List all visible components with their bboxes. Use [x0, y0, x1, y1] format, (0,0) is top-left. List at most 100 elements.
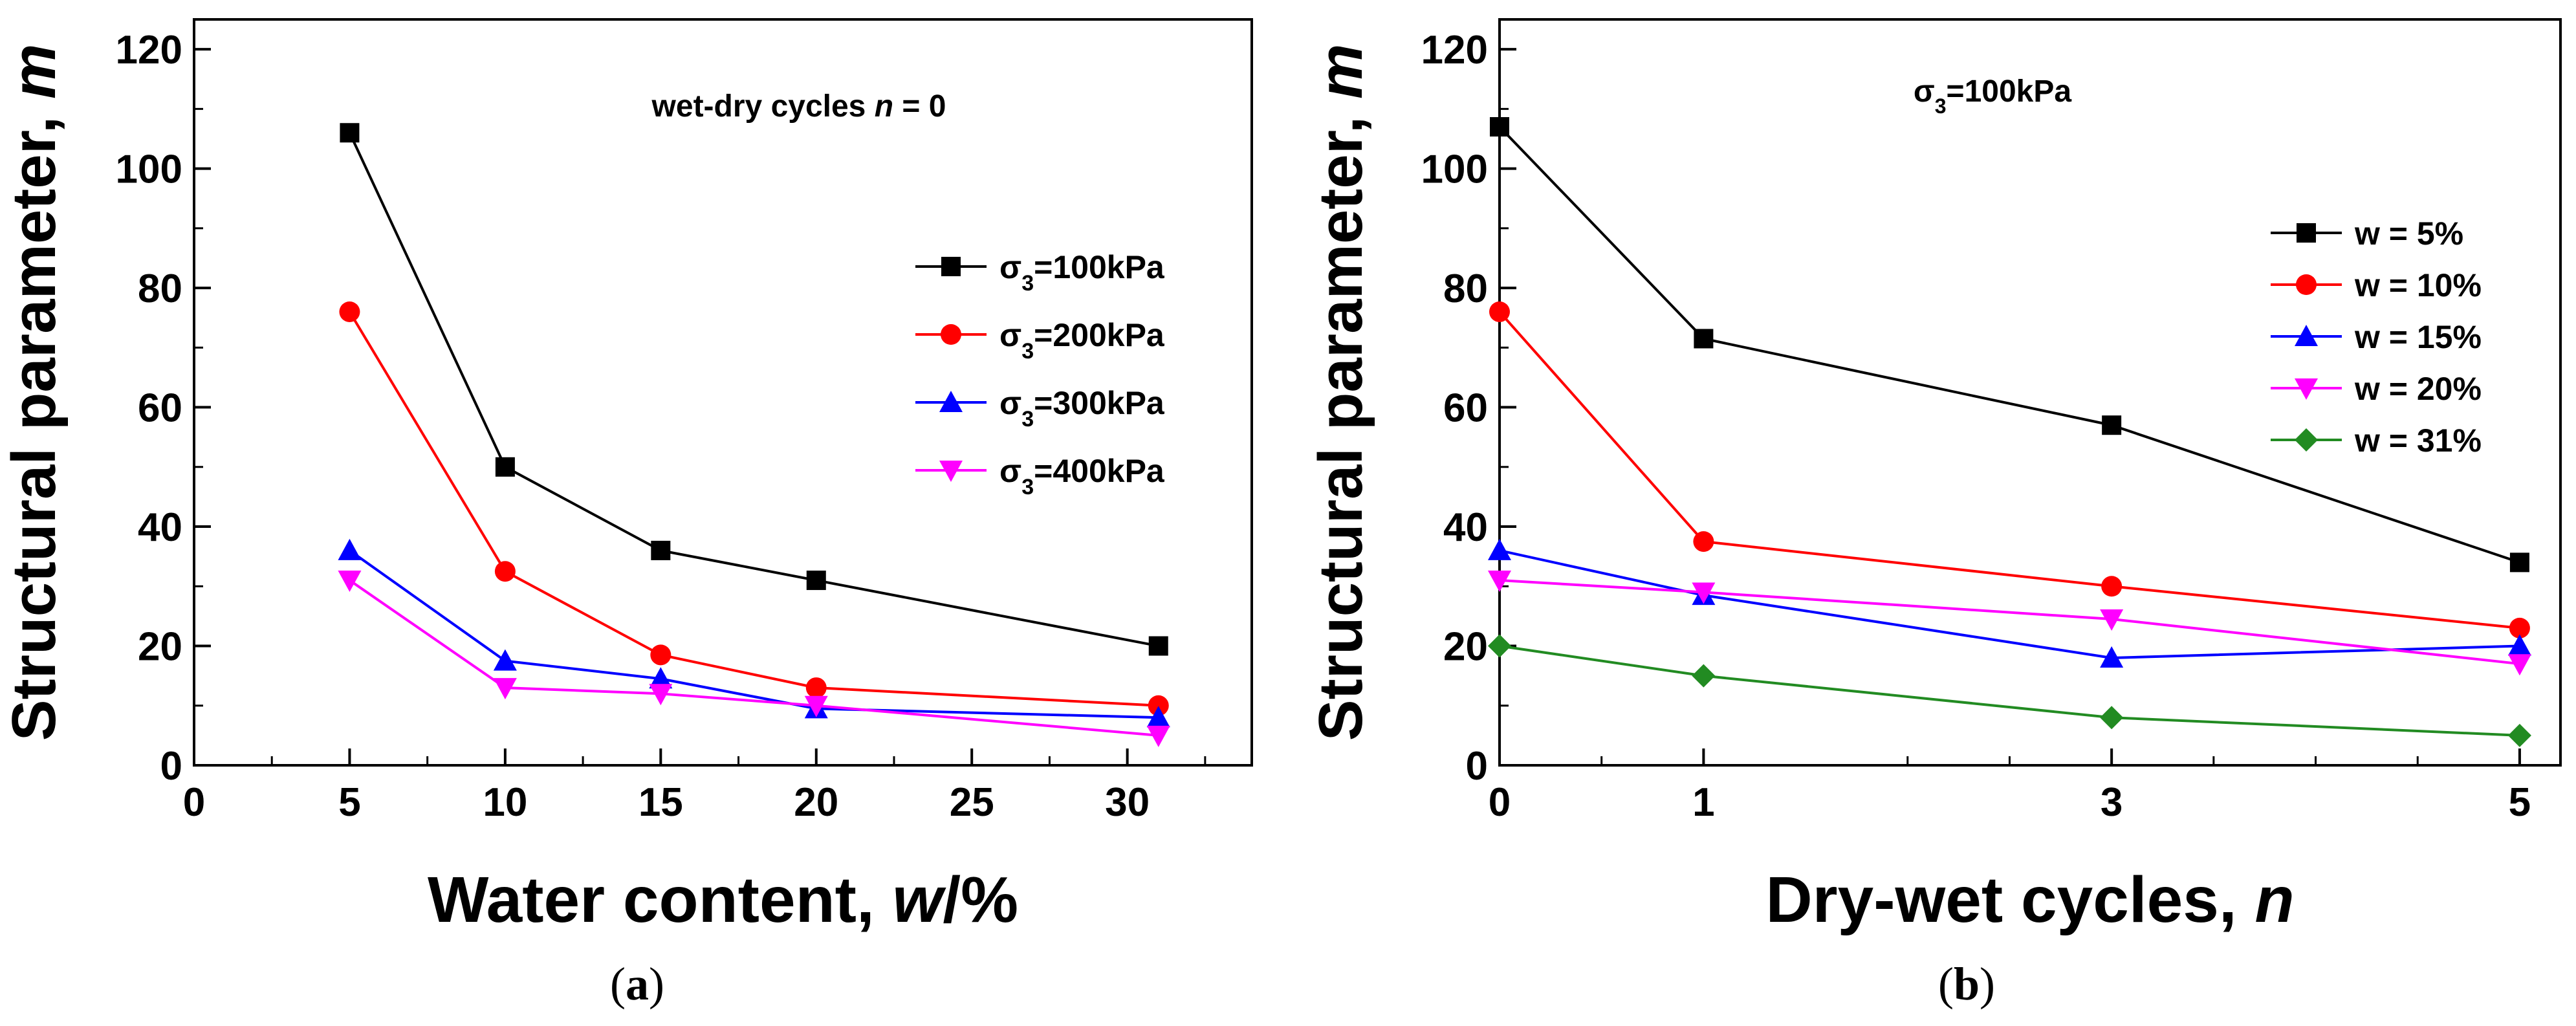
data-point-4	[2507, 654, 2531, 676]
data-point-2	[1693, 531, 1714, 552]
legend-subscript: 3	[1021, 339, 1034, 364]
x-tick-label: 30	[1105, 780, 1150, 825]
data-point-3	[2507, 634, 2531, 656]
legend-label: w = 20%	[2354, 371, 2482, 407]
data-point-4	[1488, 571, 1511, 593]
x-tick-label: 3	[2101, 780, 2123, 825]
panel-caption: (b)	[1938, 958, 1995, 1010]
series-line-2	[348, 311, 1159, 707]
legend-sigma: σ	[999, 453, 1021, 489]
y-axis-label: Structural parameter, m	[0, 44, 69, 741]
data-point-1	[495, 457, 515, 477]
data-point-1	[806, 571, 826, 591]
annotation-subscript: 3	[1935, 94, 1947, 118]
data-point-4	[338, 571, 362, 593]
data-point-1	[2102, 415, 2122, 435]
legend-label: w = 31%	[2354, 422, 2482, 459]
data-point-1	[1148, 636, 1168, 656]
data-point-2	[2101, 576, 2123, 597]
x-axis-label: Dry-wet cycles, n	[1765, 864, 2294, 936]
data-point-5	[2507, 723, 2531, 747]
data-point-2	[1148, 695, 1169, 716]
legend-value: =300kPa	[1034, 385, 1165, 421]
data-point-1	[2509, 552, 2529, 573]
y-axis-label-variable: m	[1306, 44, 1375, 99]
y-axis-label-text: Structural parameter,	[0, 99, 69, 741]
data-point-2	[339, 301, 360, 322]
legend-marker	[939, 461, 963, 482]
y-tick-label: 20	[1443, 625, 1488, 670]
legend-label: w = 10%	[2354, 267, 2482, 303]
series-line-4	[349, 579, 1159, 737]
legend-sigma: σ	[999, 317, 1021, 353]
y-axis-label-text: Structural parameter,	[1306, 99, 1375, 741]
annotation-suffix: = 0	[893, 89, 946, 124]
legend-label: σ3=200kPa	[999, 317, 1165, 364]
annotation-text: wet-dry cycles n = 0	[651, 89, 946, 124]
legend-marker	[2295, 428, 2318, 452]
data-point-4	[2100, 609, 2124, 631]
data-point-2	[805, 677, 827, 699]
data-point-3	[1488, 538, 1511, 560]
data-point-5	[1488, 634, 1511, 658]
series-line-4	[1499, 579, 2520, 666]
data-point-3	[338, 538, 362, 560]
data-point-2	[1489, 301, 1510, 322]
data-point-5	[1692, 664, 1716, 688]
series-line-3	[1499, 549, 2520, 659]
plot-frame	[1498, 18, 2562, 767]
legend-marker	[2295, 325, 2318, 346]
legend-marker	[941, 324, 961, 345]
x-axis-label-text: Dry-wet cycles,	[1765, 864, 2254, 936]
legend-sigma: σ	[999, 385, 1021, 421]
caption-letter: b	[1954, 958, 1980, 1010]
y-axis-label-variable: m	[0, 44, 69, 99]
legend-sigma: σ	[999, 249, 1021, 285]
legend-subscript: 3	[1021, 271, 1034, 296]
data-point-1	[1694, 329, 1714, 349]
legend: w = 5% w = 10% w = 15% w = 20% w = 31%	[2271, 215, 2482, 459]
caption-close-paren: )	[1980, 958, 1995, 1010]
legend-subscript: 3	[1021, 407, 1034, 431]
legend-marker	[2297, 223, 2316, 243]
x-tick-label: 20	[794, 780, 838, 825]
data-point-1	[651, 540, 671, 560]
annotation-variable: n	[875, 89, 893, 124]
data-point-3	[2100, 646, 2124, 668]
legend-marker	[941, 257, 961, 276]
data-point-4	[649, 684, 673, 706]
plot-frame	[193, 18, 1253, 767]
data-point-2	[494, 561, 516, 582]
y-tick-label: 40	[138, 505, 182, 550]
y-tick-label: 100	[116, 147, 182, 192]
data-point-1	[1490, 117, 1509, 137]
legend-marker	[2295, 378, 2318, 400]
legend-label: w = 5%	[2354, 215, 2463, 252]
data-point-5	[2100, 706, 2124, 730]
x-tick-label: 10	[483, 780, 527, 825]
panel-caption: (a)	[610, 958, 664, 1010]
data-point-4	[804, 695, 828, 717]
data-point-3	[649, 667, 673, 689]
annotation-prefix: wet-dry cycles	[651, 89, 875, 124]
x-tick-label: 0	[183, 780, 205, 825]
y-tick-label: 40	[1443, 505, 1488, 550]
data-point-2	[2509, 617, 2530, 639]
x-axis-label-unit: /%	[943, 864, 1018, 936]
annotation-sigma: σ	[1914, 74, 1935, 109]
x-axis-label: Water content, w/%	[428, 864, 1018, 936]
series-line-3	[349, 549, 1159, 719]
data-point-4	[493, 678, 517, 700]
annotation-value: =100kPa	[1947, 74, 2072, 109]
y-tick-label: 100	[1421, 147, 1488, 192]
legend-marker	[2296, 274, 2317, 295]
data-point-3	[1146, 706, 1170, 728]
x-axis-label-text: Water content,	[428, 864, 893, 936]
y-tick-label: 120	[116, 28, 182, 72]
data-point-3	[493, 649, 517, 671]
caption-open-paren: (	[1938, 958, 1954, 1010]
legend-label: σ3=300kPa	[999, 385, 1165, 431]
x-axis-label-variable: n	[2254, 864, 2294, 936]
